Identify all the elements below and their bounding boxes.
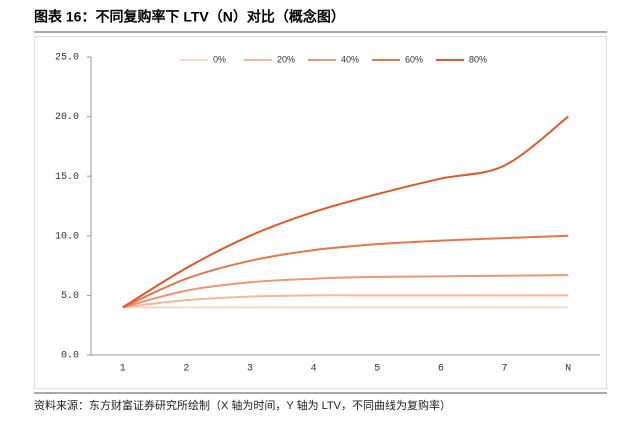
plot-frame	[34, 36, 607, 389]
x-tick-label: 5	[374, 364, 380, 375]
legend-label: 20%	[277, 54, 295, 64]
legend-label: 80%	[469, 54, 487, 64]
legend-label: 60%	[405, 54, 423, 64]
x-tick-label: 1	[120, 364, 126, 375]
x-tick-label: 3	[247, 364, 253, 375]
y-tick-label: 15.0	[55, 172, 79, 183]
series-line	[122, 234, 569, 309]
x-tick-label: 7	[502, 364, 508, 375]
legend-label: 0%	[213, 54, 226, 64]
y-tick-label: 0.0	[61, 351, 79, 362]
chart-title: 图表 16：不同复购率下 LTV（N）对比（概念图）	[34, 9, 345, 25]
series-line	[122, 294, 569, 309]
x-tick-label: N	[565, 364, 571, 375]
series-line	[122, 274, 569, 309]
legend-label: 40%	[341, 54, 359, 64]
y-tick-label: 5.0	[61, 291, 79, 302]
y-tick-label: 10.0	[55, 231, 79, 242]
y-tick-label: 25.0	[55, 53, 79, 64]
source-note: 资料来源：东方财富证券研究所绘制（X 轴为时间，Y 轴为 LTV，不同曲线为复购…	[34, 398, 451, 412]
x-tick-label: 6	[438, 364, 444, 375]
series-line	[122, 115, 569, 309]
y-tick-label: 20.0	[55, 112, 79, 123]
x-tick-label: 4	[311, 364, 317, 375]
x-tick-label: 2	[183, 364, 189, 375]
